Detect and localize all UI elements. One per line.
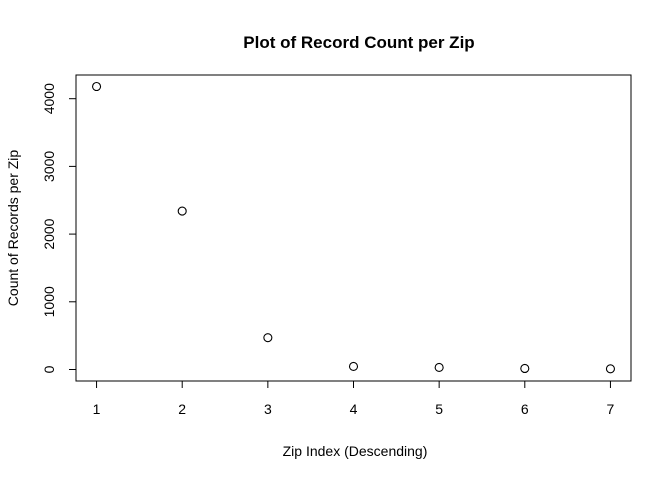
x-tick-label: 1: [93, 401, 101, 417]
data-point: [520, 363, 530, 374]
y-tick-label: 2000: [41, 218, 57, 249]
x-tick-label: 4: [350, 401, 358, 417]
y-tick-label: 1000: [41, 286, 57, 317]
chart-title: Plot of Record Count per Zip: [243, 33, 474, 52]
x-tick-label: 5: [435, 401, 443, 417]
data-points: [92, 81, 615, 374]
data-point: [92, 81, 102, 92]
plot-frame: [75, 74, 632, 382]
y-tick-label: 4000: [41, 83, 57, 114]
x-tick-label: 6: [521, 401, 529, 417]
x-axis: 1 2 3 4 5 6 7: [93, 380, 615, 417]
x-tick-label: 3: [264, 401, 272, 417]
y-tick-label: 3000: [41, 151, 57, 182]
data-point: [263, 333, 273, 343]
data-point: [434, 362, 444, 373]
x-tick-label: 2: [178, 401, 186, 417]
data-point: [348, 361, 359, 371]
data-point: [177, 206, 187, 216]
y-axis: 0 1000 2000 3000 4000: [41, 83, 77, 373]
y-tick-label: 0: [41, 365, 57, 373]
x-axis-label: Zip Index (Descending): [283, 443, 428, 459]
data-point: [605, 364, 615, 374]
x-tick-label: 7: [607, 401, 615, 417]
y-axis-label: Count of Records per Zip: [5, 150, 21, 307]
